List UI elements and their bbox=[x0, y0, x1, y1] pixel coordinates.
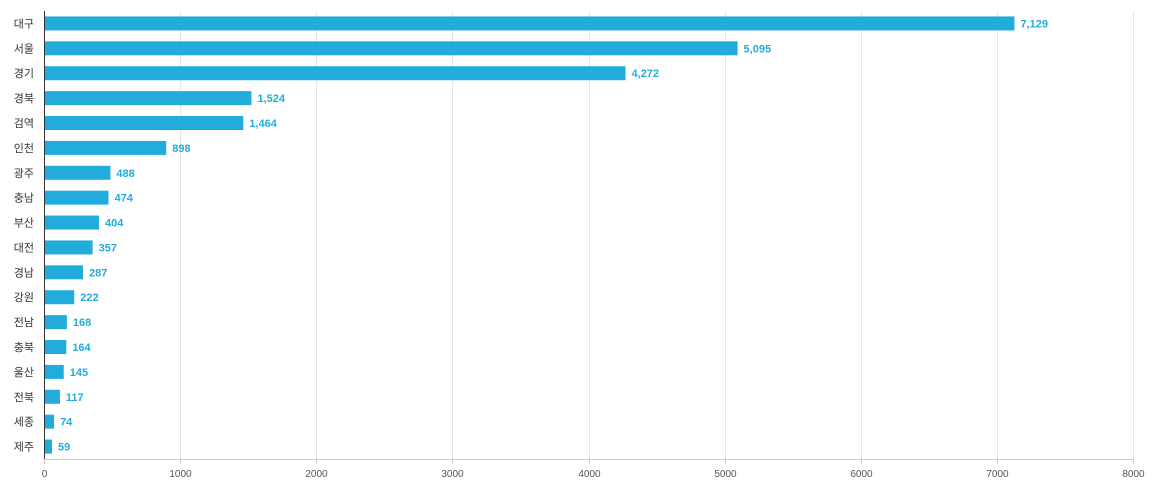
labels: 0 1000 2000 3000 4000 5000 6000 7000 8000 대구 7,129… bbox=[14, 17, 1145, 480]
bars bbox=[44, 16, 1015, 454]
data-label: 164 bbox=[72, 342, 91, 354]
data-label: 59 bbox=[58, 442, 70, 454]
data-label: 7,129 bbox=[1020, 18, 1048, 30]
bar bbox=[44, 240, 93, 255]
category-label: 서울 bbox=[14, 42, 34, 55]
bar bbox=[44, 165, 111, 180]
category-label: 울산 bbox=[14, 366, 34, 379]
data-label: 222 bbox=[80, 292, 98, 304]
category-label: 충남 bbox=[14, 192, 34, 205]
grid-lines bbox=[180, 11, 1134, 459]
bar bbox=[44, 91, 252, 106]
x-tick-label: 0 bbox=[42, 469, 48, 480]
x-tick-label: 1000 bbox=[169, 469, 192, 480]
data-label: 117 bbox=[66, 392, 84, 404]
x-tick-label: 3000 bbox=[441, 469, 464, 480]
bar bbox=[44, 340, 67, 354]
data-label: 404 bbox=[105, 218, 124, 230]
category-label: 부산 bbox=[14, 217, 34, 230]
category-label: 세종 bbox=[14, 416, 34, 429]
data-label: 145 bbox=[70, 367, 88, 379]
x-tick-label: 6000 bbox=[850, 469, 873, 480]
bar bbox=[44, 116, 244, 130]
bar bbox=[44, 364, 64, 379]
bar bbox=[44, 66, 626, 81]
category-label: 검역 bbox=[14, 117, 34, 130]
bar bbox=[44, 265, 84, 280]
category-label: 충북 bbox=[14, 341, 34, 354]
data-label: 287 bbox=[89, 267, 107, 279]
data-label: 4,272 bbox=[632, 68, 660, 80]
x-tick-label: 4000 bbox=[578, 469, 601, 480]
x-tick-label: 5000 bbox=[714, 469, 737, 480]
bar bbox=[44, 140, 167, 155]
bar bbox=[44, 315, 67, 330]
category-label: 경남 bbox=[14, 266, 34, 279]
category-label: 대전 bbox=[14, 241, 34, 254]
data-label: 474 bbox=[115, 193, 134, 205]
axes bbox=[44, 11, 1134, 464]
bar bbox=[44, 414, 55, 429]
category-label: 전남 bbox=[14, 316, 34, 329]
bar bbox=[44, 439, 53, 454]
data-label: 488 bbox=[116, 168, 134, 180]
data-label: 1,464 bbox=[249, 118, 277, 130]
category-label: 경기 bbox=[14, 67, 34, 80]
data-label: 74 bbox=[60, 417, 73, 429]
category-label: 제주 bbox=[14, 441, 34, 454]
x-tick-label: 7000 bbox=[986, 469, 1009, 480]
x-tick-label: 8000 bbox=[1122, 469, 1145, 480]
bar bbox=[44, 215, 99, 230]
bar bbox=[44, 389, 60, 404]
category-label: 전북 bbox=[14, 391, 34, 404]
data-label: 357 bbox=[99, 242, 117, 254]
category-label: 경북 bbox=[14, 92, 34, 105]
bar bbox=[44, 290, 75, 305]
data-label: 5,095 bbox=[744, 43, 772, 55]
bar bbox=[44, 190, 109, 205]
x-tick-label: 2000 bbox=[305, 469, 328, 480]
category-label: 광주 bbox=[14, 167, 34, 180]
bar bbox=[44, 41, 738, 56]
bar bbox=[44, 16, 1015, 31]
category-label: 대구 bbox=[14, 17, 34, 30]
data-label: 168 bbox=[73, 317, 91, 329]
data-label: 1,524 bbox=[257, 93, 285, 105]
data-label: 898 bbox=[172, 143, 190, 155]
category-label: 강원 bbox=[14, 291, 34, 304]
category-label: 인천 bbox=[14, 141, 34, 155]
